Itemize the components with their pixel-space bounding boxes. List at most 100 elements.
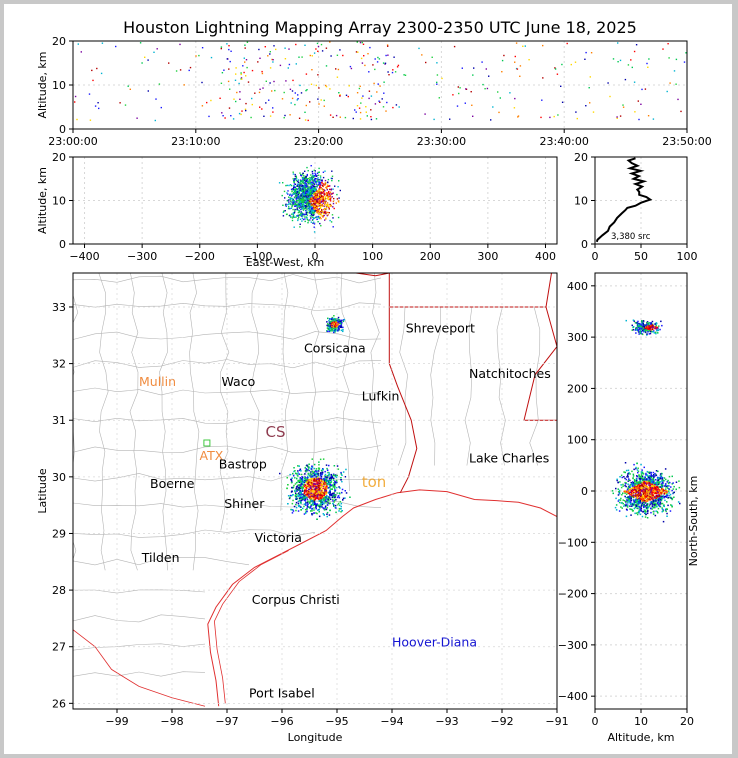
time-altitude-point	[377, 56, 379, 59]
east-west-point	[314, 193, 316, 196]
map-lightning-point	[338, 510, 340, 512]
north-south-point	[667, 479, 669, 482]
north-south-point	[667, 504, 669, 507]
north-south-point	[646, 494, 649, 497]
map-lightning-point	[322, 468, 324, 470]
map-lightning-point	[308, 485, 310, 487]
time-altitude-point	[425, 61, 427, 64]
map-lightning-point	[330, 488, 332, 490]
east-west-point	[326, 184, 329, 186]
east-west-point	[288, 206, 290, 208]
map-lightning-point	[304, 488, 307, 490]
north-south-point	[617, 500, 620, 502]
map-lightning-point	[322, 498, 324, 500]
north-south-point	[654, 503, 657, 505]
east-west-xtick-label: −400	[69, 250, 99, 263]
time-altitude-point	[624, 78, 627, 81]
east-west-points	[278, 165, 341, 233]
time-altitude-point	[453, 45, 456, 48]
map-lightning-point	[332, 319, 334, 321]
north-south-point	[654, 482, 657, 485]
north-south-point	[659, 481, 661, 483]
time-altitude-point	[175, 70, 178, 72]
east-west-point	[324, 201, 326, 203]
north-south-point	[671, 483, 673, 485]
map-lightning-point	[313, 485, 315, 488]
map-lightning-point	[305, 468, 308, 470]
time-altitude-point	[519, 75, 521, 77]
time-altitude-point	[298, 117, 301, 119]
time-altitude-point	[367, 53, 369, 55]
time-altitude-point	[179, 69, 182, 71]
map-lightning-point	[320, 503, 322, 505]
north-south-point	[629, 505, 631, 507]
east-west-point	[336, 193, 338, 196]
parish-line	[464, 306, 473, 466]
map-lightning-point	[299, 484, 301, 487]
east-west-point	[324, 170, 326, 172]
east-west-point	[303, 187, 306, 189]
county-line	[310, 273, 320, 492]
north-south-point	[655, 488, 657, 491]
time-altitude-point	[273, 80, 275, 83]
north-south-point	[673, 491, 675, 494]
map-xtick-label: −92	[490, 715, 513, 728]
time-altitude-point	[336, 54, 339, 56]
north-south-point	[666, 494, 668, 497]
north-south-point	[665, 478, 667, 481]
north-south-point	[624, 495, 626, 498]
map-lightning-point	[300, 485, 302, 488]
map-lightning-point	[307, 503, 309, 505]
map-lightning-point	[320, 469, 323, 472]
map-lightning-point	[287, 503, 289, 505]
north-south-point	[658, 495, 661, 497]
east-west-point	[311, 183, 313, 186]
time-altitude-point	[359, 111, 362, 114]
map-lightning-point	[289, 473, 291, 476]
time-altitude-point	[388, 74, 390, 76]
east-west-point	[303, 205, 306, 207]
north-south-point	[629, 501, 631, 503]
map-lightning-point	[298, 465, 300, 467]
north-south-point	[631, 490, 634, 492]
time-altitude-point	[320, 99, 322, 101]
map-lightning-point	[311, 486, 313, 488]
map-lightning-point	[298, 492, 300, 494]
north-south-point	[649, 480, 651, 482]
time-altitude-point	[271, 58, 273, 61]
map-lightning-point	[298, 500, 300, 502]
county-line	[73, 302, 382, 311]
map-lightning-point	[304, 467, 306, 469]
map-lightning-points	[279, 315, 351, 520]
north-south-point	[616, 479, 618, 482]
east-west-point	[323, 200, 326, 202]
east-west-point	[338, 180, 340, 182]
east-west-point	[308, 206, 310, 208]
time-altitude-point	[541, 99, 543, 101]
map-lightning-point	[310, 482, 312, 484]
north-south-point	[619, 499, 622, 501]
altitude-histogram-xtick-label: 0	[592, 250, 599, 263]
map-lightning-point	[319, 481, 322, 483]
time-altitude-point	[301, 56, 303, 58]
map-lightning-point	[312, 498, 315, 500]
north-south-point	[660, 502, 663, 505]
time-altitude-point	[239, 91, 241, 93]
map-lightning-point	[315, 487, 317, 490]
map-lightning-point	[308, 488, 311, 490]
map-lightning-point	[309, 502, 311, 504]
east-west-point	[286, 200, 288, 202]
north-south-point	[635, 512, 638, 514]
north-south-point	[657, 492, 659, 494]
east-west-point	[299, 218, 302, 220]
north-south-point	[667, 497, 669, 499]
east-west-point	[315, 209, 317, 212]
north-south-point	[652, 481, 654, 484]
time-altitude-point	[499, 97, 501, 99]
map-lightning-point	[315, 489, 317, 491]
altitude-histogram-ytick-label: 0	[581, 238, 588, 251]
north-south-point	[636, 462, 638, 465]
north-south-point	[661, 489, 664, 491]
east-west-point	[313, 221, 315, 223]
east-west-point	[308, 202, 310, 205]
